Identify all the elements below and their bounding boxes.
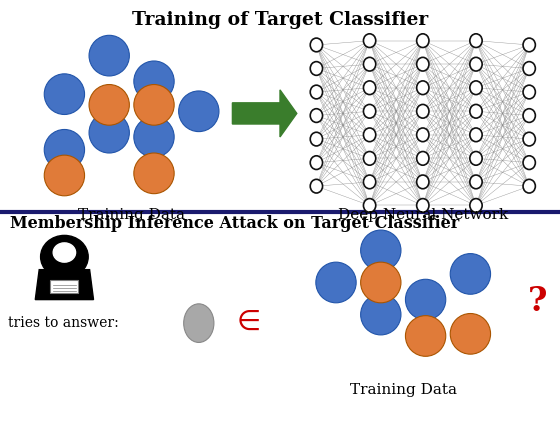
Ellipse shape <box>417 34 429 48</box>
Ellipse shape <box>310 132 323 146</box>
Ellipse shape <box>310 109 323 122</box>
Ellipse shape <box>316 262 356 303</box>
Ellipse shape <box>523 132 535 146</box>
Ellipse shape <box>184 304 214 342</box>
Ellipse shape <box>470 104 482 118</box>
Polygon shape <box>35 270 94 300</box>
Ellipse shape <box>89 85 129 125</box>
Ellipse shape <box>470 152 482 165</box>
Ellipse shape <box>523 156 535 169</box>
Ellipse shape <box>53 243 76 262</box>
Ellipse shape <box>310 38 323 52</box>
Ellipse shape <box>363 81 376 95</box>
Ellipse shape <box>470 199 482 212</box>
Ellipse shape <box>363 34 376 48</box>
Ellipse shape <box>44 74 85 114</box>
Ellipse shape <box>417 152 429 165</box>
Ellipse shape <box>523 85 535 99</box>
Ellipse shape <box>363 175 376 189</box>
FancyBboxPatch shape <box>50 280 78 293</box>
Ellipse shape <box>523 38 535 52</box>
Ellipse shape <box>310 179 323 193</box>
Text: tries to answer:: tries to answer: <box>8 316 119 330</box>
Ellipse shape <box>134 117 174 157</box>
Ellipse shape <box>417 104 429 118</box>
Ellipse shape <box>134 85 174 125</box>
Ellipse shape <box>89 113 129 153</box>
Ellipse shape <box>417 57 429 71</box>
Text: ?: ? <box>528 285 547 318</box>
Ellipse shape <box>89 36 129 76</box>
Ellipse shape <box>310 85 323 99</box>
Text: $\in$: $\in$ <box>231 308 260 336</box>
Text: Training Data: Training Data <box>349 383 457 397</box>
Ellipse shape <box>405 279 446 320</box>
Ellipse shape <box>417 81 429 95</box>
Text: Training Data: Training Data <box>78 208 185 222</box>
Ellipse shape <box>523 179 535 193</box>
Ellipse shape <box>361 294 401 335</box>
Ellipse shape <box>363 152 376 165</box>
Ellipse shape <box>417 199 429 212</box>
Ellipse shape <box>310 156 323 169</box>
Ellipse shape <box>134 61 174 102</box>
Ellipse shape <box>310 62 323 75</box>
Ellipse shape <box>417 128 429 142</box>
Ellipse shape <box>41 235 88 278</box>
Ellipse shape <box>361 262 401 303</box>
Ellipse shape <box>470 128 482 142</box>
Ellipse shape <box>363 199 376 212</box>
Ellipse shape <box>363 104 376 118</box>
Ellipse shape <box>363 57 376 71</box>
Ellipse shape <box>405 316 446 356</box>
Ellipse shape <box>470 175 482 189</box>
Ellipse shape <box>179 91 219 132</box>
Ellipse shape <box>363 128 376 142</box>
Polygon shape <box>232 90 297 137</box>
Ellipse shape <box>450 313 491 354</box>
Ellipse shape <box>470 81 482 95</box>
Text: Training of Target Classifier: Training of Target Classifier <box>132 11 428 29</box>
Ellipse shape <box>470 34 482 48</box>
Text: Deep Neural Network: Deep Neural Network <box>338 208 508 222</box>
Ellipse shape <box>44 130 85 170</box>
Ellipse shape <box>134 153 174 194</box>
Ellipse shape <box>450 253 491 294</box>
Ellipse shape <box>361 230 401 271</box>
Ellipse shape <box>523 109 535 122</box>
Ellipse shape <box>470 57 482 71</box>
Text: Membership Inference Attack on Target Classifier: Membership Inference Attack on Target Cl… <box>10 215 459 232</box>
Ellipse shape <box>417 175 429 189</box>
Ellipse shape <box>523 62 535 75</box>
Ellipse shape <box>44 155 85 196</box>
